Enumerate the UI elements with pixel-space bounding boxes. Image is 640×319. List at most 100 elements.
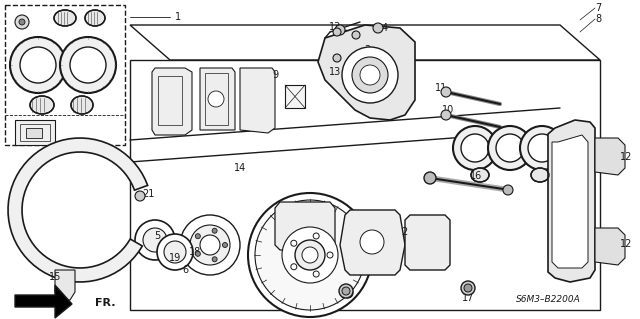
Circle shape [344, 289, 352, 297]
Circle shape [464, 284, 472, 292]
Polygon shape [130, 25, 600, 60]
Circle shape [212, 257, 217, 262]
Text: 7: 7 [595, 3, 601, 13]
Polygon shape [152, 68, 192, 135]
Circle shape [255, 200, 365, 310]
Circle shape [496, 134, 524, 162]
Circle shape [373, 23, 383, 33]
Ellipse shape [71, 96, 93, 114]
Circle shape [342, 47, 398, 103]
Text: 11: 11 [435, 83, 447, 93]
Circle shape [295, 240, 325, 270]
Circle shape [190, 225, 230, 265]
Polygon shape [340, 210, 405, 275]
Polygon shape [318, 25, 415, 120]
Circle shape [223, 242, 227, 248]
Ellipse shape [85, 10, 105, 26]
Polygon shape [8, 138, 148, 282]
Text: 3: 3 [364, 45, 370, 55]
Circle shape [333, 28, 341, 36]
Circle shape [352, 57, 388, 93]
Text: 19: 19 [169, 253, 181, 263]
Circle shape [10, 37, 66, 93]
Text: 21: 21 [142, 189, 154, 199]
Circle shape [164, 241, 186, 263]
Circle shape [180, 215, 240, 275]
Circle shape [335, 25, 345, 35]
Circle shape [212, 228, 217, 233]
Polygon shape [15, 120, 55, 145]
Polygon shape [285, 85, 305, 108]
Text: 12: 12 [620, 239, 632, 249]
Text: 8: 8 [595, 14, 601, 24]
Circle shape [20, 47, 56, 83]
Polygon shape [548, 120, 595, 282]
Text: FR.: FR. [95, 298, 115, 308]
Circle shape [333, 54, 341, 62]
Text: 4: 4 [382, 23, 388, 33]
Ellipse shape [531, 168, 549, 182]
Polygon shape [595, 228, 625, 265]
Circle shape [135, 220, 175, 260]
Circle shape [461, 134, 489, 162]
Bar [5, 5, 125, 145]
Circle shape [135, 191, 145, 201]
Circle shape [503, 185, 513, 195]
Circle shape [208, 91, 224, 107]
Circle shape [291, 264, 297, 270]
Text: 17: 17 [462, 293, 474, 303]
Circle shape [195, 251, 200, 256]
Circle shape [291, 240, 297, 246]
Text: 14: 14 [234, 163, 246, 173]
Ellipse shape [471, 168, 489, 182]
Circle shape [441, 87, 451, 97]
Circle shape [19, 19, 25, 25]
Ellipse shape [30, 96, 54, 114]
Circle shape [302, 247, 318, 263]
Circle shape [143, 228, 167, 252]
Circle shape [360, 230, 384, 254]
Circle shape [528, 134, 556, 162]
Circle shape [488, 126, 532, 170]
Text: 13: 13 [329, 22, 341, 32]
Circle shape [342, 287, 350, 295]
Circle shape [343, 288, 353, 298]
Text: 16: 16 [470, 171, 482, 181]
Circle shape [453, 126, 497, 170]
Polygon shape [552, 135, 588, 268]
Text: 2: 2 [401, 227, 407, 237]
Text: 15: 15 [49, 272, 61, 282]
Circle shape [248, 193, 372, 317]
Text: 9: 9 [272, 70, 278, 80]
Text: S6M3–B2200A: S6M3–B2200A [516, 294, 580, 303]
Text: 20: 20 [340, 290, 352, 300]
Polygon shape [275, 202, 335, 250]
Circle shape [157, 234, 193, 270]
Text: 18: 18 [189, 247, 201, 257]
Circle shape [70, 47, 106, 83]
Polygon shape [595, 138, 625, 175]
Polygon shape [130, 60, 600, 310]
Circle shape [195, 234, 200, 239]
Circle shape [461, 281, 475, 295]
Text: 6: 6 [182, 265, 188, 275]
Circle shape [464, 284, 472, 292]
Circle shape [520, 126, 564, 170]
Circle shape [15, 15, 29, 29]
Circle shape [441, 110, 451, 120]
Text: 10: 10 [442, 105, 454, 115]
Circle shape [352, 31, 360, 39]
Polygon shape [405, 215, 450, 270]
Circle shape [339, 284, 353, 298]
Circle shape [424, 172, 436, 184]
Circle shape [200, 235, 220, 255]
Text: 1: 1 [175, 12, 181, 22]
Bar [26, 128, 42, 138]
Text: 5: 5 [154, 231, 160, 241]
Circle shape [313, 233, 319, 239]
Polygon shape [200, 68, 235, 130]
Circle shape [60, 37, 116, 93]
Text: 12: 12 [620, 152, 632, 162]
Polygon shape [15, 285, 72, 318]
Polygon shape [55, 270, 75, 300]
